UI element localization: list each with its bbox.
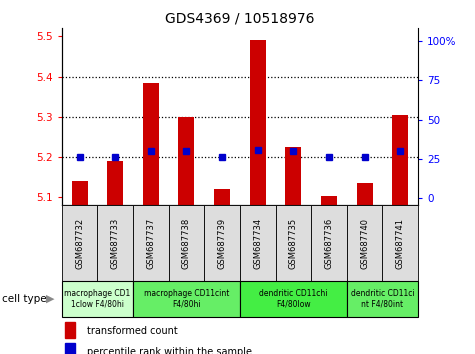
- Text: GSM687738: GSM687738: [182, 218, 191, 269]
- FancyBboxPatch shape: [133, 205, 169, 281]
- Bar: [250, 40, 266, 205]
- Bar: [143, 82, 159, 205]
- FancyBboxPatch shape: [62, 205, 97, 281]
- Bar: [392, 115, 408, 205]
- Bar: [65, 343, 75, 354]
- Title: GDS4369 / 10518976: GDS4369 / 10518976: [165, 12, 314, 26]
- FancyBboxPatch shape: [347, 281, 418, 317]
- Text: macrophage CD1
1clow F4/80hi: macrophage CD1 1clow F4/80hi: [64, 290, 131, 309]
- FancyBboxPatch shape: [240, 281, 347, 317]
- Text: dendritic CD11ci
nt F4/80int: dendritic CD11ci nt F4/80int: [351, 290, 414, 309]
- Bar: [357, 183, 372, 205]
- Text: GSM687739: GSM687739: [218, 218, 227, 269]
- FancyBboxPatch shape: [382, 205, 418, 281]
- Text: macrophage CD11cint
F4/80hi: macrophage CD11cint F4/80hi: [144, 290, 229, 309]
- Text: ▶: ▶: [46, 294, 54, 304]
- Bar: [65, 322, 75, 338]
- Bar: [285, 147, 301, 205]
- Text: GSM687737: GSM687737: [146, 218, 155, 269]
- Bar: [179, 117, 194, 205]
- Text: GSM687740: GSM687740: [360, 218, 369, 269]
- Bar: [72, 181, 87, 205]
- FancyBboxPatch shape: [204, 205, 240, 281]
- Text: GSM687735: GSM687735: [289, 218, 298, 269]
- Text: GSM687733: GSM687733: [111, 218, 120, 269]
- FancyBboxPatch shape: [169, 205, 204, 281]
- FancyBboxPatch shape: [311, 205, 347, 281]
- Text: GSM687732: GSM687732: [75, 218, 84, 269]
- Text: cell type: cell type: [2, 294, 47, 304]
- Text: GSM687734: GSM687734: [253, 218, 262, 269]
- Text: dendritic CD11chi
F4/80low: dendritic CD11chi F4/80low: [259, 290, 328, 309]
- Text: percentile rank within the sample: percentile rank within the sample: [86, 347, 252, 354]
- FancyBboxPatch shape: [276, 205, 311, 281]
- FancyBboxPatch shape: [97, 205, 133, 281]
- FancyBboxPatch shape: [62, 281, 133, 317]
- Bar: [214, 189, 230, 205]
- Text: GSM687736: GSM687736: [324, 218, 333, 269]
- Text: GSM687741: GSM687741: [396, 218, 405, 269]
- Bar: [107, 161, 123, 205]
- Bar: [321, 196, 337, 205]
- FancyBboxPatch shape: [347, 205, 382, 281]
- FancyBboxPatch shape: [240, 205, 276, 281]
- FancyBboxPatch shape: [133, 281, 240, 317]
- Text: transformed count: transformed count: [86, 326, 178, 336]
